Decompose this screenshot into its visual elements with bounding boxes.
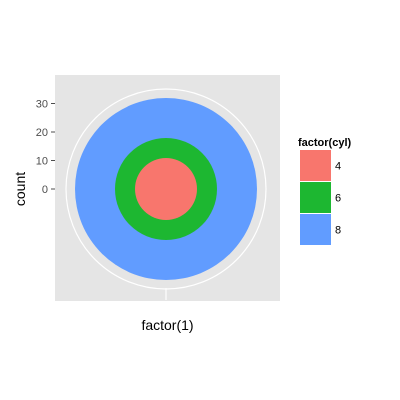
x-axis-title: factor(1)	[141, 317, 193, 333]
y-tick-label: 20	[36, 127, 48, 139]
y-tick-label: 0	[42, 184, 48, 196]
y-axis-title: count	[12, 172, 28, 206]
legend-label-8: 8	[335, 225, 341, 237]
ring-4	[135, 158, 197, 220]
y-tick-label: 10	[36, 156, 48, 168]
legend-title: factor(cyl)	[298, 137, 352, 149]
legend-key-6	[300, 182, 331, 213]
legend: factor(cyl) 4 6 8	[298, 137, 352, 245]
y-tick-label: 30	[36, 99, 48, 111]
legend-key-8	[300, 214, 331, 245]
y-axis: 0 10 20 30	[36, 99, 55, 196]
rings	[75, 98, 257, 280]
legend-key-4	[300, 150, 331, 181]
legend-label-4: 4	[335, 161, 341, 173]
legend-label-6: 6	[335, 193, 341, 205]
